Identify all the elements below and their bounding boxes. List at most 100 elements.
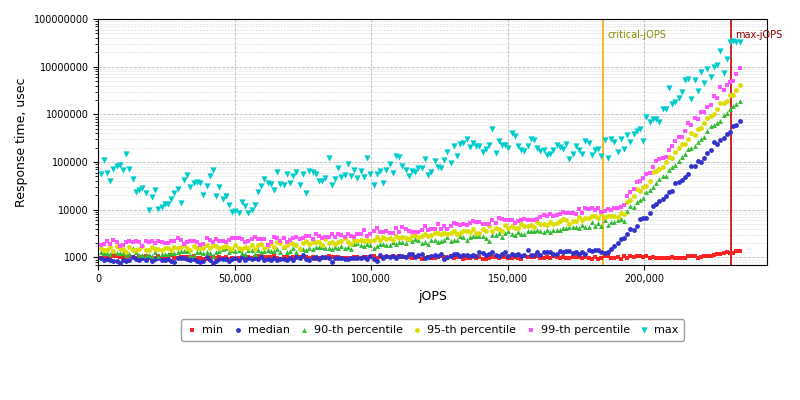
99-th percentile xyxy=(168,238,181,244)
90-th percentile xyxy=(136,252,149,258)
99-th percentile xyxy=(264,239,277,246)
99-th percentile xyxy=(120,238,133,245)
90-th percentile xyxy=(367,245,380,251)
90-th percentile xyxy=(710,120,723,127)
90-th percentile xyxy=(216,246,229,252)
90-th percentile xyxy=(210,249,222,255)
99-th percentile xyxy=(155,239,168,246)
95-th percentile xyxy=(267,243,280,250)
90-th percentile xyxy=(351,240,364,246)
median xyxy=(466,251,479,258)
max xyxy=(399,167,412,174)
99-th percentile xyxy=(139,238,152,245)
90-th percentile xyxy=(194,249,206,255)
95-th percentile xyxy=(232,244,245,251)
99-th percentile xyxy=(232,235,245,242)
median xyxy=(624,225,637,232)
max xyxy=(345,173,358,179)
90-th percentile xyxy=(213,248,226,254)
min xyxy=(171,255,184,261)
min xyxy=(573,254,586,260)
90-th percentile xyxy=(431,239,444,246)
95-th percentile xyxy=(528,224,541,230)
max xyxy=(505,130,518,136)
95-th percentile xyxy=(152,246,165,252)
median xyxy=(685,163,698,170)
min xyxy=(146,256,158,262)
99-th percentile xyxy=(573,206,586,212)
99-th percentile xyxy=(425,226,438,232)
90-th percentile xyxy=(278,244,290,250)
max xyxy=(264,181,277,188)
99-th percentile xyxy=(447,220,460,226)
90-th percentile xyxy=(466,233,479,240)
median xyxy=(380,253,393,260)
99-th percentile xyxy=(248,234,261,240)
min xyxy=(245,255,258,261)
max xyxy=(367,182,380,188)
95-th percentile xyxy=(98,247,110,253)
min xyxy=(730,247,742,254)
min xyxy=(694,254,707,260)
max xyxy=(486,126,498,132)
95-th percentile xyxy=(669,148,682,155)
95-th percentile xyxy=(422,233,434,240)
median xyxy=(447,251,460,257)
95-th percentile xyxy=(470,230,482,236)
90-th percentile xyxy=(582,224,595,230)
95-th percentile xyxy=(495,227,508,234)
max xyxy=(595,153,608,159)
median xyxy=(714,136,726,143)
90-th percentile xyxy=(322,245,335,251)
90-th percentile xyxy=(149,249,162,256)
99-th percentile xyxy=(450,221,463,227)
median xyxy=(707,138,720,145)
95-th percentile xyxy=(730,86,742,93)
max xyxy=(142,207,155,213)
median xyxy=(608,242,621,249)
99-th percentile xyxy=(174,237,187,243)
min xyxy=(659,255,672,261)
min xyxy=(242,254,254,260)
99-th percentile xyxy=(94,242,107,249)
min xyxy=(495,254,508,261)
max xyxy=(666,100,678,107)
95-th percentile xyxy=(412,234,425,240)
median xyxy=(136,254,149,261)
95-th percentile xyxy=(345,240,358,247)
median xyxy=(383,254,396,261)
95-th percentile xyxy=(726,92,739,98)
99-th percentile xyxy=(624,189,637,196)
min xyxy=(476,256,489,262)
99-th percentile xyxy=(415,226,428,233)
median xyxy=(438,256,450,262)
95-th percentile xyxy=(284,239,297,245)
min xyxy=(386,252,399,259)
99-th percentile xyxy=(554,210,566,217)
median xyxy=(361,255,374,262)
min xyxy=(101,254,114,261)
Y-axis label: Response time, usec: Response time, usec xyxy=(15,77,28,207)
90-th percentile xyxy=(550,227,563,233)
90-th percentile xyxy=(396,238,409,245)
99-th percentile xyxy=(707,93,720,99)
max xyxy=(351,174,364,181)
max xyxy=(554,143,566,150)
90-th percentile xyxy=(248,251,261,257)
90-th percentile xyxy=(264,248,277,254)
90-th percentile xyxy=(290,248,303,255)
min xyxy=(322,253,335,260)
median xyxy=(592,247,605,253)
max xyxy=(149,186,162,193)
99-th percentile xyxy=(101,237,114,244)
99-th percentile xyxy=(515,217,528,223)
max xyxy=(200,182,213,189)
90-th percentile xyxy=(294,245,306,251)
95-th percentile xyxy=(306,239,319,246)
90-th percentile xyxy=(515,231,528,237)
90-th percentile xyxy=(425,236,438,243)
median xyxy=(123,256,136,263)
median xyxy=(589,246,602,253)
min xyxy=(165,252,178,258)
95-th percentile xyxy=(425,232,438,238)
